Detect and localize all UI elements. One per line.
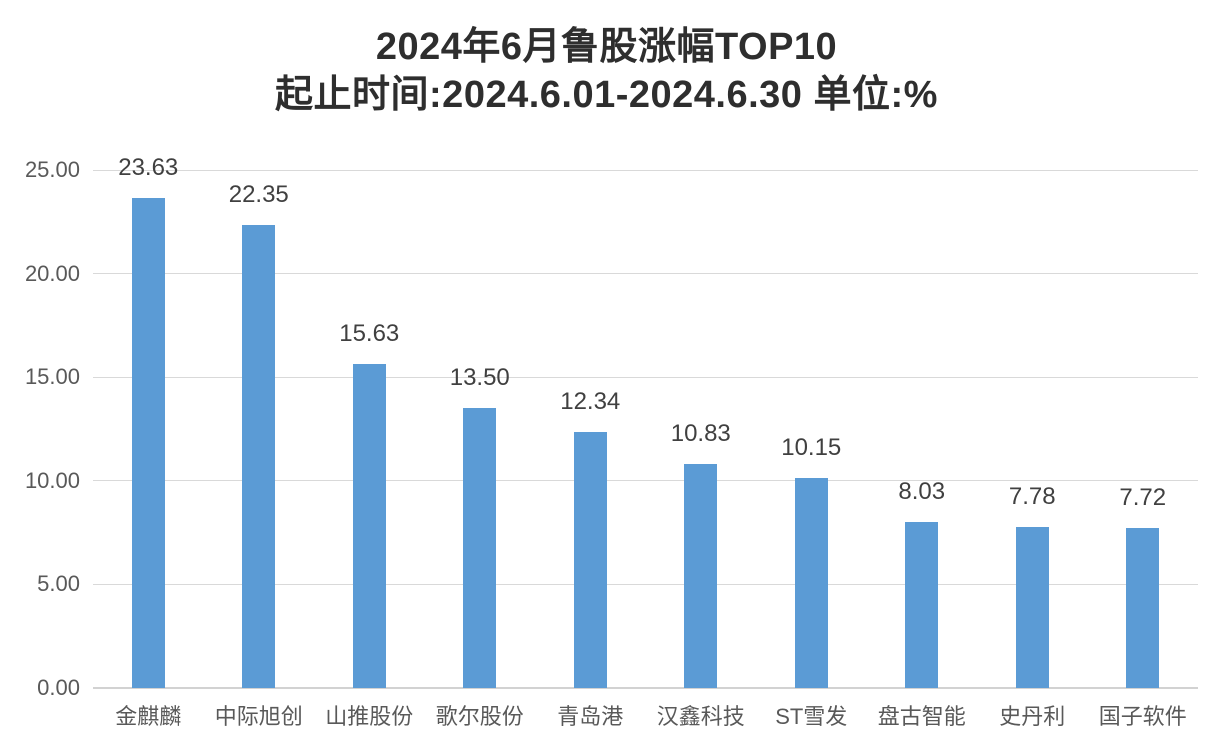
x-axis-category-label: 史丹利 <box>999 704 1066 729</box>
bar-value-label: 7.78 <box>1008 482 1056 510</box>
x-axis-line <box>93 687 1198 689</box>
bar[interactable] <box>1015 526 1049 688</box>
bar-value-label: 10.15 <box>781 433 842 461</box>
y-axis-tick-label: 5.00 <box>37 571 80 597</box>
bar[interactable] <box>242 224 276 688</box>
chart-title: 2024年6月鲁股涨幅TOP10 <box>375 26 838 68</box>
plot-area: 23.63 22.35 15.63 13.50 12.34 10.83 10.15 8.03 7… <box>93 154 1198 689</box>
gridline <box>93 480 1198 482</box>
x-axis-category-label: 青岛港 <box>557 704 624 729</box>
x-axis-category-label: 歌尔股份 <box>435 704 524 729</box>
chart-subtitle: 起止时间:2024.6.01-2024.6.30 单位:% <box>275 74 938 116</box>
bar[interactable] <box>1126 528 1160 688</box>
x-axis-category-label: 金麒麟 <box>115 704 182 729</box>
gridline <box>93 169 1198 171</box>
gridline <box>93 583 1198 585</box>
bar[interactable] <box>684 463 718 688</box>
y-axis-tick-label: 0.00 <box>37 675 80 700</box>
bar-value-label: 23.63 <box>118 154 179 182</box>
bar[interactable] <box>463 408 497 688</box>
bar[interactable] <box>905 521 939 688</box>
y-axis-tick-label: 20.00 <box>24 260 80 286</box>
x-axis-category-label: 山推股份 <box>325 704 414 729</box>
x-axis-category-label: 汉鑫科技 <box>656 704 745 729</box>
x-axis-category-label: 中际旭创 <box>214 704 303 729</box>
bar[interactable] <box>352 364 386 688</box>
gridline <box>93 273 1198 275</box>
bar-value-label: 15.63 <box>339 320 400 348</box>
bar-value-label: 22.35 <box>228 180 289 208</box>
y-axis-tick-label: 10.00 <box>24 467 80 493</box>
x-axis-category-label: ST雪发 <box>775 704 848 729</box>
bar-value-label: 12.34 <box>560 388 621 416</box>
x-axis-category-label: 国子软件 <box>1098 704 1187 729</box>
x-axis-category-label: 盘古智能 <box>877 704 966 729</box>
bar[interactable] <box>573 432 607 688</box>
y-axis-tick-label: 25.00 <box>24 157 80 182</box>
bar[interactable] <box>131 198 165 688</box>
gridline <box>93 376 1198 378</box>
bar-value-label: 13.50 <box>449 364 510 392</box>
bar-value-label: 10.83 <box>670 419 731 447</box>
bar-value-label: 7.72 <box>1119 484 1167 512</box>
bar-value-label: 8.03 <box>898 477 946 505</box>
bar[interactable] <box>794 477 828 688</box>
y-axis-tick-label: 15.00 <box>24 364 80 390</box>
